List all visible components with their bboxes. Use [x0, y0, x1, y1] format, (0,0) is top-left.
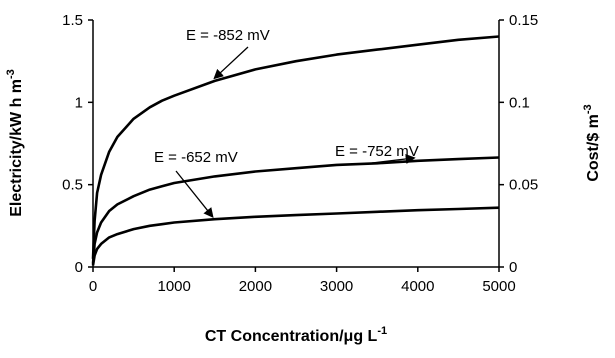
- y-tick-label: 0.5: [62, 177, 83, 194]
- x-tick-label: 5000: [482, 278, 515, 295]
- y2-tick-label: 0.15: [509, 12, 538, 29]
- annotation-label: E = -852 mV: [186, 27, 270, 44]
- x-tick-label: 1000: [158, 278, 191, 295]
- annotation-label: E = -652 mV: [154, 149, 238, 166]
- x-axis-title: CT Concentration/μg L-1: [205, 325, 387, 345]
- annotations: E = -852 mV E = -752 mV E = -652 mV: [154, 27, 419, 219]
- y-axis-title: Electricity/kW h m-3: [5, 69, 25, 217]
- y2-tick-label: 0: [509, 259, 517, 276]
- y2-tick-label: 0.1: [509, 94, 530, 111]
- y-tick-label: 1: [75, 94, 83, 111]
- y-tick-label: 1.5: [62, 12, 83, 29]
- annotation-label: E = -752 mV: [335, 143, 419, 160]
- x-tick-label: 3000: [320, 278, 353, 295]
- y2-tick-label: 0.05: [509, 177, 538, 194]
- x-tick-label: 2000: [239, 278, 272, 295]
- axes: [92, 20, 500, 268]
- y-tick-label: 0: [75, 259, 83, 276]
- y2-ticks: 0 0.05 0.1 0.15: [499, 12, 538, 276]
- annotation-arrow: [371, 154, 416, 164]
- x-ticks: 0 1000 2000 3000 4000 5000: [89, 267, 516, 295]
- series-line-1: [91, 156, 500, 264]
- annotation-arrow: [213, 46, 249, 80]
- series-layer: [91, 35, 500, 266]
- y-ticks: 0 0.5 1 1.5: [62, 12, 93, 276]
- y2-axis-title: Cost/$ m-3: [582, 104, 602, 181]
- series-line-2: [91, 206, 500, 266]
- x-tick-label: 4000: [401, 278, 434, 295]
- series-line-0: [91, 35, 500, 259]
- annotation-arrow: [175, 170, 214, 219]
- x-tick-label: 0: [89, 278, 97, 295]
